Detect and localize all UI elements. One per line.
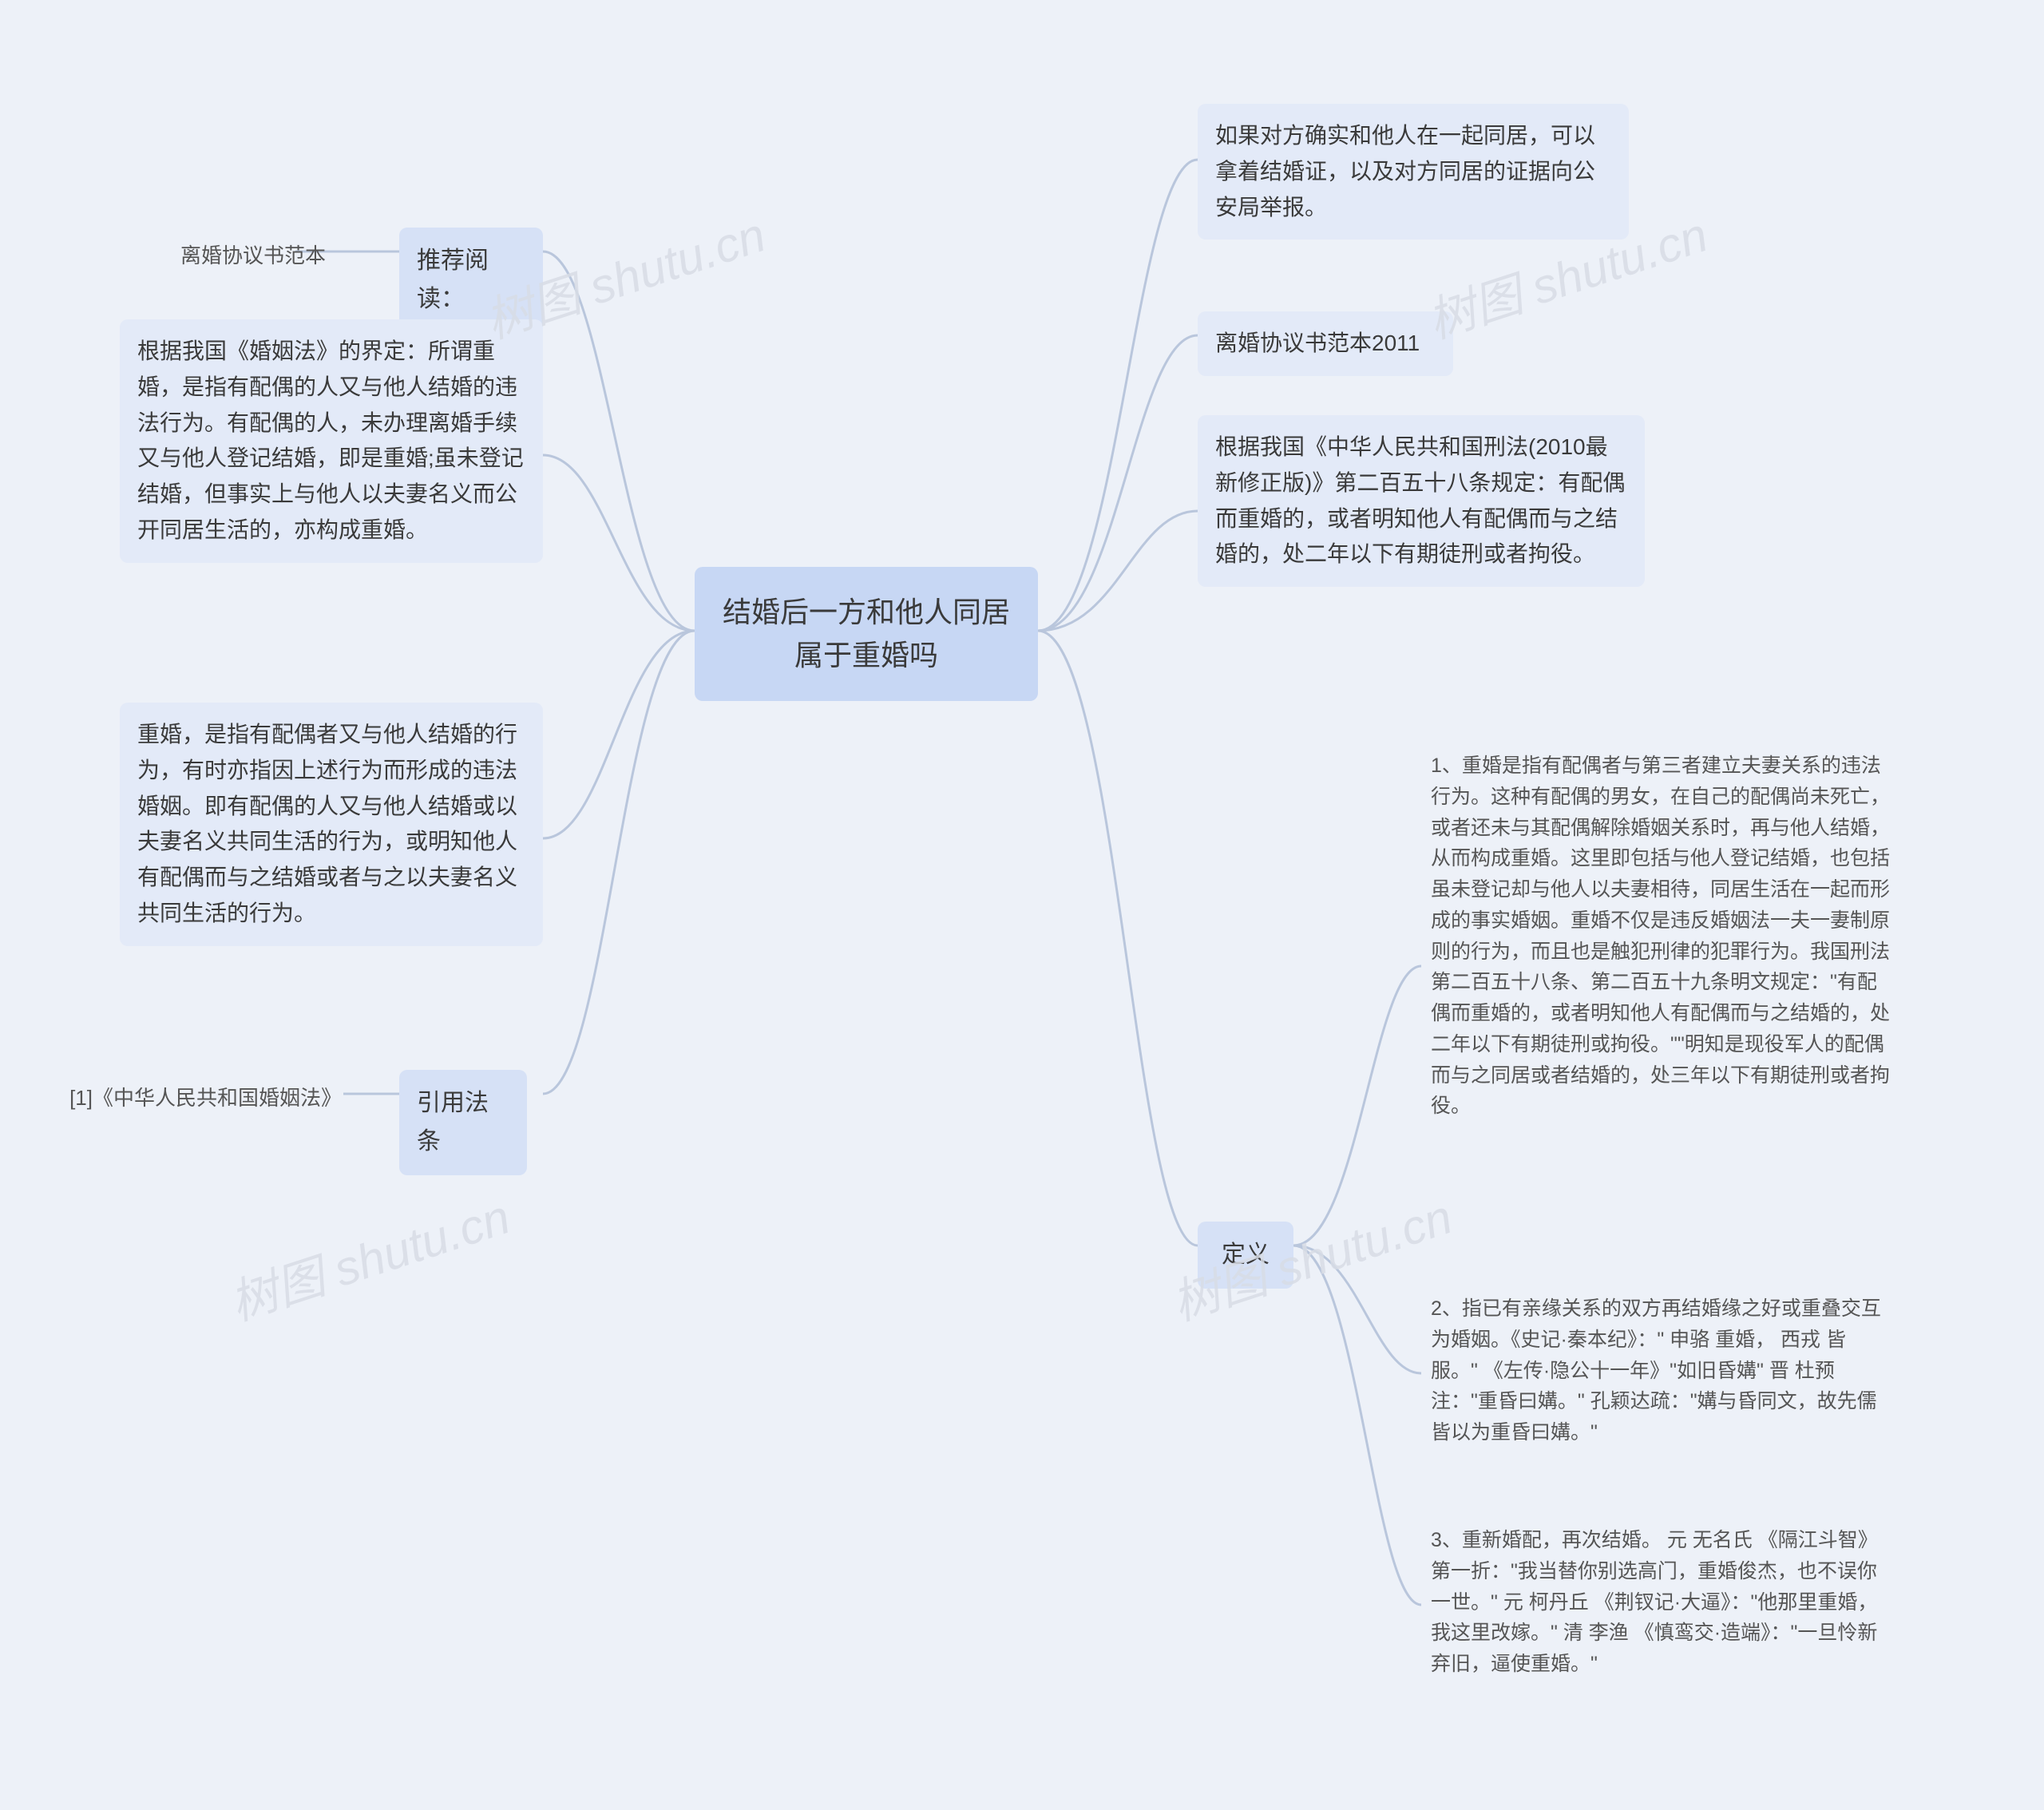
right-box-3: 根据我国《中华人民共和国刑法(2010最新修正版)》第二百五十八条规定：有配偶而… [1198, 415, 1645, 587]
recommend-leaf: 离婚协议书范本 [128, 232, 335, 281]
def-1: 1、重婚是指有配偶者与第三者建立夫妻关系的违法行为。这种有配偶的男女，在自己的配… [1421, 743, 1900, 1130]
root-node: 结婚后一方和他人同居属于重婚吗 [695, 567, 1038, 701]
left-para-1: 根据我国《婚姻法》的界定：所谓重婚，是指有配偶的人又与他人结婚的违法行为。有配偶… [120, 319, 543, 563]
right-box-1: 如果对方确实和他人在一起同居，可以拿着结婚证，以及对方同居的证据向公安局举报。 [1198, 104, 1629, 240]
right-box-2: 离婚协议书范本2011 [1198, 311, 1453, 376]
def-2: 2、指已有亲缘关系的双方再结婚缘之好或重叠交互为婚姻。《史记·秦本纪》：" 申骆… [1421, 1285, 1900, 1456]
recommend-branch: 推荐阅读： [399, 228, 543, 333]
left-para-2: 重婚，是指有配偶者又与他人结婚的行为，有时亦指因上述行为而形成的违法婚姻。即有配… [120, 703, 543, 946]
watermark-3: 树图 shutu.cn [220, 1178, 517, 1334]
def-3: 3、重新婚配，再次结婚。 元 无名氏 《隔江斗智》第一折："我当替你别选高门，重… [1421, 1517, 1900, 1688]
cite-leaf: [1]《中华人民共和国婚姻法》 [48, 1074, 351, 1123]
cite-branch: 引用法条 [399, 1070, 527, 1175]
def-branch: 定义 [1198, 1222, 1293, 1289]
